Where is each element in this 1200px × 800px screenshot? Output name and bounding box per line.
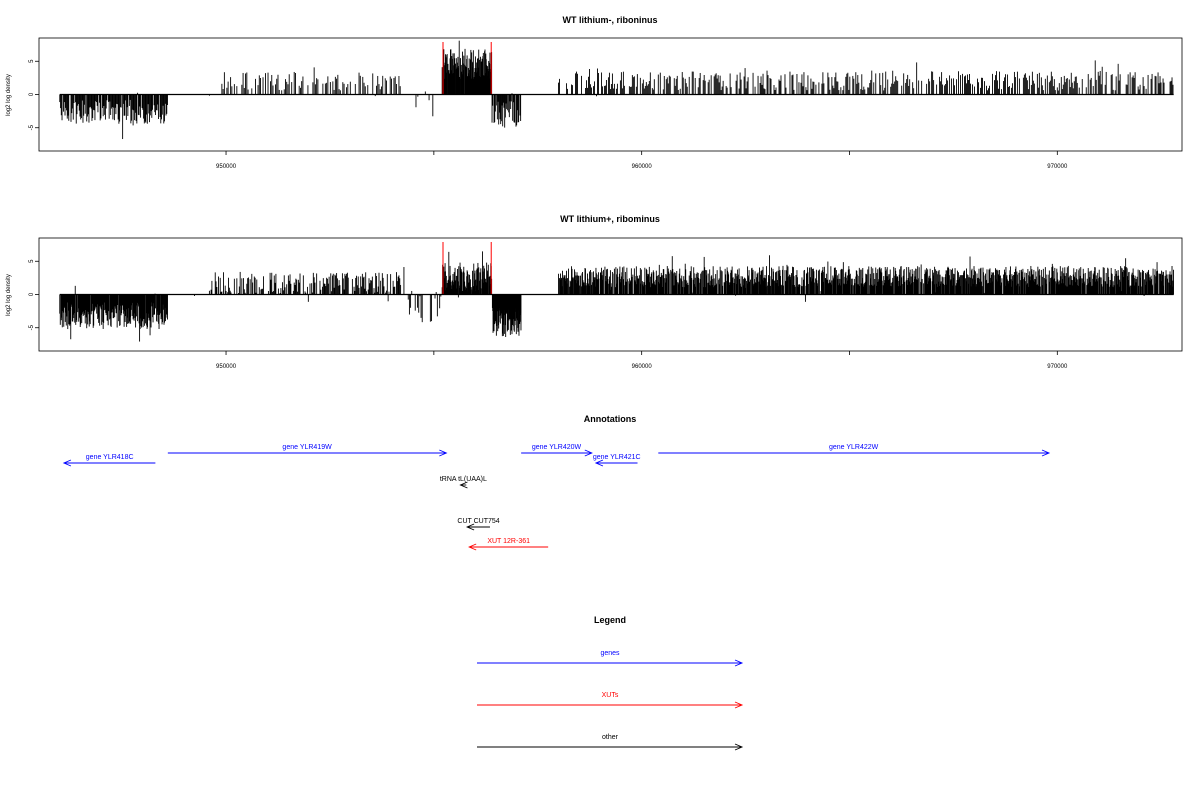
- arrow-head: [734, 701, 744, 709]
- arrow-head: [734, 743, 744, 751]
- annotation-feature: CUT CUT754: [457, 518, 500, 531]
- annotation-feature: gene YLR422W: [658, 444, 1051, 457]
- arrow-head: [62, 459, 72, 467]
- coverage-bars: [59, 251, 1174, 342]
- arrow-head: [734, 659, 744, 667]
- y-tick-label: -5: [29, 324, 35, 330]
- annotation-feature: XUT 12R-361: [468, 538, 549, 551]
- x-tick-label: 970000: [1047, 164, 1068, 170]
- highlight-lines: [442, 242, 492, 295]
- legend-label: XUTs: [602, 692, 619, 699]
- y-axis-label: log2 log density: [6, 74, 12, 116]
- annotation-feature: gene YLR421C: [593, 454, 641, 467]
- x-tick-label: 950000: [216, 164, 237, 170]
- y-tick-label: -5: [29, 124, 35, 130]
- y-tick-label: 0: [29, 92, 35, 96]
- feature-label: tRNA tL(UAA)L: [440, 476, 487, 483]
- x-axis: 950000 960000 970000: [216, 151, 1068, 170]
- arrow-head: [459, 481, 468, 489]
- arrow-head: [468, 543, 477, 551]
- legend-title: Legend: [594, 615, 626, 625]
- x-axis: 950000 960000 970000: [216, 351, 1068, 370]
- feature-label: gene YLR421C: [593, 454, 641, 461]
- panel-title: WT lithium+, ribominus: [560, 214, 660, 224]
- legend: Legend genes XUTs other: [477, 615, 744, 751]
- y-tick-label: 5: [29, 259, 35, 263]
- y-tick-label: 0: [29, 292, 35, 296]
- y-tick-label: 5: [29, 59, 35, 63]
- x-tick-label: 970000: [1047, 364, 1068, 370]
- annotation-feature: gene YLR420W: [521, 444, 593, 457]
- legend-item: XUTs: [477, 692, 744, 709]
- panel-title: WT lithium-, riboninus: [563, 15, 658, 25]
- arrow-head: [439, 449, 448, 457]
- coverage-bars: [59, 40, 1174, 140]
- highlight-lines: [442, 42, 492, 95]
- annotation-features: gene YLR418C gene YLR419W gene YLR420W gene…: [62, 444, 1051, 551]
- legend-item: other: [477, 734, 744, 751]
- x-tick-label: 960000: [632, 164, 653, 170]
- legend-item: genes: [477, 650, 744, 667]
- feature-label: gene YLR418C: [86, 454, 134, 461]
- coverage-panel-lithium-minus: WT lithium-, riboninus log2 log density …: [6, 15, 1183, 170]
- feature-label: gene YLR419W: [282, 444, 332, 451]
- annotations-title: Annotations: [584, 414, 637, 424]
- annotation-feature: gene YLR419W: [167, 444, 448, 457]
- y-axis-label: log2 log density: [6, 274, 12, 316]
- feature-label: CUT CUT754: [457, 518, 499, 525]
- annotation-feature: tRNA tL(UAA)L: [440, 476, 487, 489]
- arrow-head: [1041, 449, 1051, 457]
- annotation-feature: gene YLR418C: [62, 454, 156, 467]
- feature-label: gene YLR422W: [829, 444, 879, 451]
- legend-label: genes: [600, 650, 620, 657]
- arrow-head: [584, 449, 593, 457]
- x-tick-label: 950000: [216, 364, 237, 370]
- coverage-panel-lithium-plus: WT lithium+, ribominus log2 log density …: [6, 214, 1183, 370]
- x-tick-label: 960000: [632, 364, 653, 370]
- legend-items: genes XUTs other: [477, 650, 744, 751]
- y-axis: -5 0 5: [29, 59, 39, 130]
- y-axis: -5 0 5: [29, 259, 39, 330]
- feature-label: XUT 12R-361: [487, 538, 530, 545]
- arrow-head: [465, 523, 475, 531]
- feature-label: gene YLR420W: [532, 444, 582, 451]
- legend-label: other: [602, 734, 619, 741]
- arrow-head: [594, 459, 604, 467]
